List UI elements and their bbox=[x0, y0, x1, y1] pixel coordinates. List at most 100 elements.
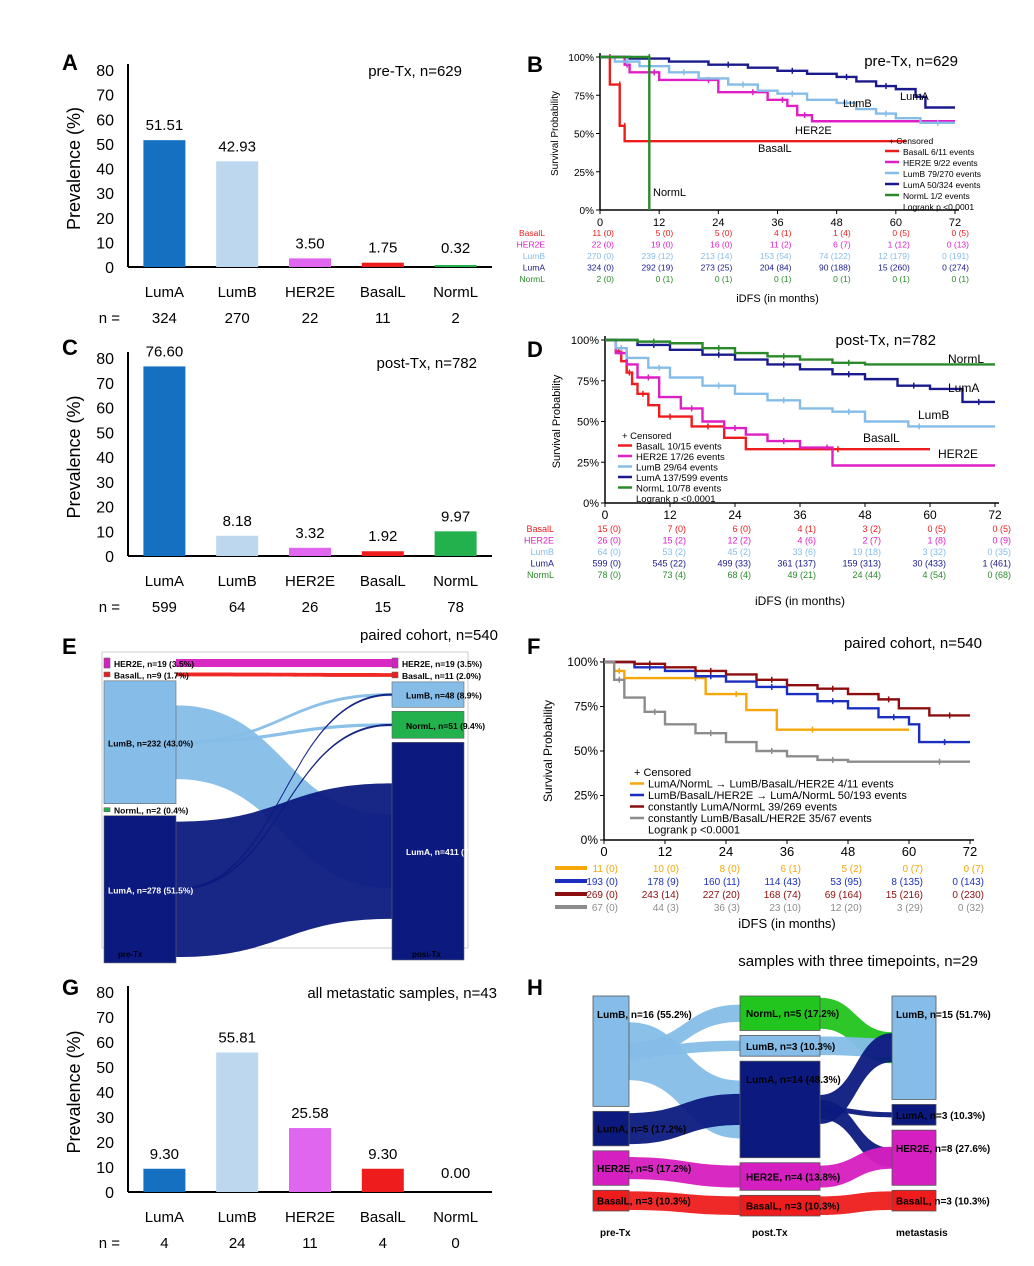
sankey-flow bbox=[820, 1146, 892, 1188]
sankey-node-left bbox=[103, 680, 177, 805]
risk-cell: 243 (14) bbox=[642, 890, 679, 901]
bar-value-label: 9.30 bbox=[150, 1146, 179, 1163]
sankey-flow bbox=[176, 783, 392, 958]
sankey-node bbox=[891, 1104, 937, 1126]
sankey-flow bbox=[629, 1157, 740, 1188]
sankey-node-label: LumB, n=48 (8.9%) bbox=[406, 691, 482, 701]
risk-row-name: LumB bbox=[523, 251, 546, 261]
n-count-label: 324 bbox=[152, 310, 177, 327]
chart-title: all metastatic samples, n=43 bbox=[307, 985, 497, 1002]
risk-cell: 19 (0) bbox=[651, 240, 673, 250]
x-tick-label: 0 bbox=[597, 217, 603, 229]
y-tick-label: 40 bbox=[96, 450, 114, 467]
risk-cell: 0 (32) bbox=[958, 903, 984, 914]
curve-label: LumB bbox=[918, 408, 949, 422]
risk-cell: 49 (21) bbox=[787, 570, 816, 580]
risk-cell: 69 (164) bbox=[825, 890, 862, 901]
sankey-node bbox=[592, 995, 630, 1107]
bar-value-label: 8.18 bbox=[223, 513, 252, 530]
n-count-label: 64 bbox=[229, 599, 246, 616]
bar-value-label: 76.60 bbox=[146, 343, 184, 360]
risk-cell: 0 (1) bbox=[715, 274, 733, 284]
bar-value-label: 25.58 bbox=[291, 1105, 329, 1122]
bar-LumB bbox=[216, 161, 259, 267]
y-tick-label: 50% bbox=[574, 744, 598, 758]
legend-entry: Logrank p <0.0001 bbox=[636, 494, 716, 505]
risk-cell: 26 (0) bbox=[597, 536, 621, 546]
bar-BasalL bbox=[361, 551, 404, 556]
risk-cell: 1 (461) bbox=[982, 559, 1011, 569]
bar-value-label: 0.32 bbox=[441, 240, 470, 257]
km-curve-LumA-NormL-LumB-BasalL-HER2E bbox=[604, 660, 909, 731]
risk-cell: 73 (4) bbox=[662, 570, 686, 580]
risk-cell: 0 (1) bbox=[952, 274, 970, 284]
risk-cell: 361 (137) bbox=[777, 559, 816, 569]
sankey-node-label: HER2E, n=19 (3.5%) bbox=[402, 659, 482, 669]
sankey-flow bbox=[176, 659, 392, 668]
risk-cell: 0 (5) bbox=[992, 524, 1011, 534]
risk-cell: 44 (3) bbox=[653, 903, 679, 914]
y-tick-label: 50 bbox=[96, 1060, 114, 1077]
risk-cell: 10 (0) bbox=[653, 864, 679, 875]
panel-letter-G: G bbox=[62, 975, 79, 1000]
risk-cell: 68 (4) bbox=[727, 570, 751, 580]
x-tick-label: NormL bbox=[433, 1209, 478, 1226]
n-count-label: 24 bbox=[229, 1235, 246, 1252]
sankey-node-label: LumA, n=14 (48.3%) bbox=[746, 1075, 841, 1086]
risk-cell: 19 (18) bbox=[852, 547, 881, 557]
risk-cell: 227 (20) bbox=[703, 890, 740, 901]
sankey-node-label: LumA, n=5 (17.2%) bbox=[597, 1125, 686, 1136]
risk-cell: 5 (2) bbox=[841, 864, 862, 875]
km-curve-LumB-BasalL-HER2E-LumA-NormL bbox=[604, 660, 970, 744]
risk-cell: 0 (35) bbox=[987, 547, 1011, 557]
y-axis-label: Prevalence (%) bbox=[64, 395, 84, 518]
risk-cell: 15 (216) bbox=[886, 890, 923, 901]
risk-row-name: NormL bbox=[527, 570, 554, 580]
risk-cell: 324 (0) bbox=[587, 263, 614, 273]
y-tick-label: 10 bbox=[96, 524, 114, 541]
risk-cell: 269 (0) bbox=[586, 890, 618, 901]
risk-row-name: NormL bbox=[519, 274, 545, 284]
sankey-node-label: LumB, n=232 (43.0%) bbox=[108, 738, 193, 748]
bar-value-label: 3.32 bbox=[295, 525, 324, 542]
sankey-node bbox=[891, 1189, 937, 1212]
risk-cell: 0 (230) bbox=[952, 890, 984, 901]
legend-entry: Logrank p <0.0001 bbox=[648, 825, 740, 837]
risk-cell: 0 (1) bbox=[833, 274, 851, 284]
curve-label: HER2E bbox=[795, 125, 832, 137]
sankey-node-label: BasalL, n=9 (1.7%) bbox=[114, 670, 189, 680]
bar-chart-C: post-Tx, n=782 Prevalence (%) 0 10 20 30 40 50 6… bbox=[64, 343, 492, 616]
risk-cell: 193 (0) bbox=[586, 877, 618, 888]
x-tick-label: 72 bbox=[963, 844, 977, 859]
sankey-node bbox=[592, 1150, 630, 1186]
n-count-label: 270 bbox=[225, 310, 250, 327]
x-tick-label: HER2E bbox=[285, 573, 335, 590]
chart-title: pre-Tx, n=629 bbox=[368, 63, 462, 80]
panel-letter-H: H bbox=[527, 975, 543, 1000]
risk-cell: 8 (135) bbox=[891, 877, 923, 888]
y-tick-label: 80 bbox=[96, 63, 114, 80]
y-tick-label: 100% bbox=[571, 335, 599, 347]
legend-entry: + Censored bbox=[634, 767, 691, 779]
km-curve-BasalL bbox=[600, 55, 906, 143]
risk-cell: 3 (32) bbox=[922, 547, 946, 557]
sankey-node bbox=[739, 1035, 821, 1057]
sankey-node-label: LumB, n=16 (55.2%) bbox=[597, 1010, 692, 1021]
sankey-node-label: NormL, n=51 (9.4%) bbox=[406, 721, 485, 731]
risk-cell: 4 (6) bbox=[797, 536, 816, 546]
curve-label: BasalL bbox=[758, 143, 792, 155]
km-curve-HER2E bbox=[605, 338, 995, 467]
panel-letter-E: E bbox=[62, 634, 77, 659]
risk-row-name: LumA bbox=[523, 263, 546, 273]
bar-BasalL bbox=[361, 1168, 404, 1192]
risk-cell: 499 (33) bbox=[717, 559, 751, 569]
legend-entry: HER2E 9/22 events bbox=[903, 158, 978, 168]
sankey-node-label: LumA, n=411 (76.1%) bbox=[406, 847, 491, 857]
legend-entry: HER2E 17/26 events bbox=[636, 452, 725, 463]
x-tick-label: NormL bbox=[433, 573, 478, 590]
bar-BasalL bbox=[361, 262, 404, 267]
risk-cell: 213 (14) bbox=[701, 251, 733, 261]
sankey-node-left bbox=[103, 815, 177, 964]
panel-letter-C: C bbox=[62, 335, 78, 360]
